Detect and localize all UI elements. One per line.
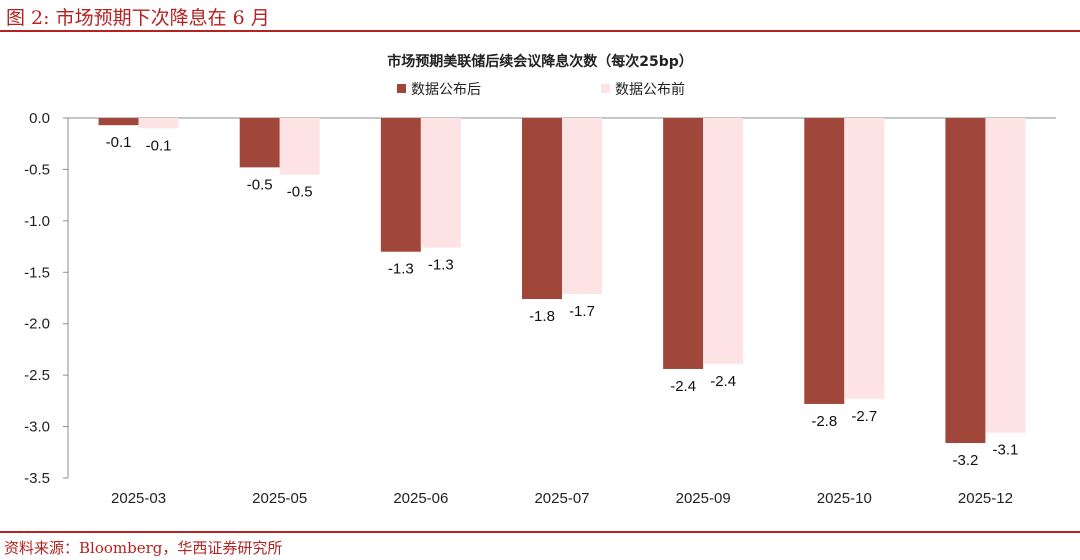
x-tick-label: 2025-09 (676, 490, 731, 507)
data-label: -1.3 (428, 257, 454, 274)
data-label: -3.2 (952, 452, 978, 469)
data-label: -2.4 (710, 373, 736, 390)
data-label: -2.8 (811, 413, 837, 430)
x-tick-label: 2025-07 (534, 490, 589, 507)
data-label: -2.4 (670, 378, 696, 395)
bar-before (562, 118, 602, 294)
plot-area: 0.0 -0.5 -1.0 -1.5 -2.0 -2.5 -3.0 -3.5 2025-03 -0… (24, 110, 1056, 507)
header-rule (0, 30, 1080, 32)
data-label: -0.1 (146, 137, 172, 154)
bar-before (279, 118, 320, 175)
bar-before (703, 118, 744, 364)
data-label: -1.7 (569, 303, 595, 320)
legend: 数据公布后 数据公布前 (397, 81, 685, 98)
y-tick-label: -3.0 (24, 419, 50, 436)
bar-before (420, 118, 461, 248)
y-tick-label: -2.0 (24, 316, 50, 333)
figure-title: 图 2: 市场预期下次降息在 6 月 (6, 7, 270, 29)
source-note: 资料来源：Bloomberg，华西证券研究所 (4, 539, 283, 557)
y-tick-label: -1.5 (24, 264, 50, 281)
bar-after (945, 118, 986, 444)
x-tick-label: 2025-06 (393, 490, 448, 507)
legend-swatch-before (601, 84, 610, 93)
data-label: -0.5 (287, 184, 313, 201)
data-label: -1.8 (529, 308, 555, 325)
y-tick-label: 0.0 (29, 110, 50, 127)
data-label: -0.1 (106, 134, 132, 151)
bar-after (522, 118, 562, 300)
x-tick-label: 2025-03 (111, 490, 166, 507)
bar-after (380, 118, 421, 252)
bar-chart: 市场预期美联储后续会议降息次数（每次25bp） 数据公布后 数据公布前 0.0 -… (24, 53, 1056, 507)
data-label: -1.3 (388, 261, 414, 278)
chart-title: 市场预期美联储后续会议降息次数（每次25bp） (387, 53, 693, 70)
legend-swatch-after (397, 84, 406, 93)
bar-before (844, 118, 885, 399)
bar-before (138, 118, 179, 129)
y-tick-label: -2.5 (24, 367, 50, 384)
bar-after (239, 118, 280, 168)
bar-after (98, 118, 139, 126)
footer-rule (0, 531, 1080, 533)
x-tick-label: 2025-05 (252, 490, 307, 507)
x-tick-label: 2025-12 (958, 490, 1013, 507)
bar-after (804, 118, 845, 404)
data-label: -3.1 (992, 442, 1018, 459)
data-label: -2.7 (851, 408, 877, 425)
y-tick-label: -1.0 (24, 213, 50, 230)
legend-label-before: 数据公布前 (615, 81, 685, 98)
legend-label-after: 数据公布后 (411, 82, 481, 98)
bar-before (985, 118, 1026, 433)
y-tick-label: -0.5 (24, 161, 50, 178)
bar-after (663, 118, 704, 369)
y-tick-label: -3.5 (24, 470, 50, 487)
data-label: -0.5 (247, 176, 273, 193)
x-tick-label: 2025-10 (817, 490, 872, 507)
